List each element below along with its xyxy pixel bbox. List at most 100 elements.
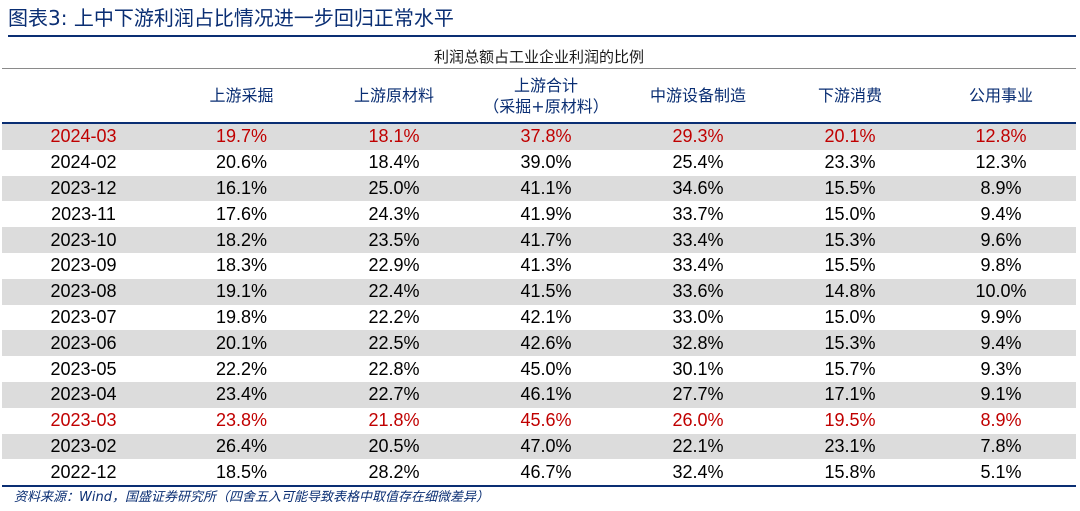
column-header-label: 下游消费: [817, 86, 882, 105]
midstream-equipment-cell: 30.1%: [672, 358, 724, 379]
utilities-cell: 12.8%: [926, 123, 1077, 150]
profit-share-table: 利润总额占工业企业利润的比例 上游采掘 上游原材料 上游合计 （采掘+原材料） …: [2, 44, 1077, 488]
date-cell: 2024-02: [50, 152, 117, 173]
table-row: 2023-07 19.8% 22.2% 42.1% 33.0% 15.0% 9.9%: [2, 305, 1076, 331]
upstream-materials-cell: 28.2%: [318, 459, 470, 488]
upstream-total-cell: 41.5%: [470, 278, 622, 305]
date-cell: 2023-12: [2, 175, 165, 202]
column-header-utilities: 公用事业: [926, 68, 1077, 124]
column-header-upstream-mining: 上游采掘: [165, 68, 318, 124]
table-row: 2023-09 18.3% 22.9% 41.3% 33.4% 15.5% 9.8%: [2, 253, 1076, 279]
utilities-cell: 9.3%: [980, 358, 1022, 379]
table-body: 2024-03 19.7% 18.1% 37.8% 29.3% 20.1% 12.8% 202…: [2, 123, 1077, 488]
utilities-cell: 9.8%: [980, 255, 1022, 276]
date-cell: 2023-11: [51, 203, 116, 224]
upstream-total-cell: 41.1%: [470, 175, 622, 202]
upstream-total-cell: 45.6%: [520, 410, 572, 431]
upstream-materials-cell: 18.1%: [318, 123, 470, 150]
utilities-cell: 9.4%: [926, 330, 1077, 357]
table-row: 2023-12 16.1% 25.0% 41.1% 34.6% 15.5% 8.9%: [2, 175, 1077, 202]
upstream-mining-cell: 20.6%: [215, 152, 268, 173]
downstream-consumer-cell: 23.3%: [824, 152, 876, 173]
upstream-mining-cell: 17.6%: [215, 203, 268, 224]
utilities-cell: 8.9%: [980, 410, 1022, 431]
table-row: 2023-03 23.8% 21.8% 45.6% 26.0% 19.5% 8.9%: [2, 408, 1076, 434]
table-row: 2024-03 19.7% 18.1% 37.8% 29.3% 20.1% 12.8%: [2, 123, 1077, 150]
table-header-row: 上游采掘 上游原材料 上游合计 （采掘+原材料） 中游设备制造 下游消费 公用事…: [2, 68, 1077, 124]
midstream-equipment-cell: 26.0%: [672, 410, 724, 431]
upstream-mining-cell: 16.1%: [165, 175, 318, 202]
upstream-total-cell: 47.0%: [470, 433, 622, 460]
downstream-consumer-cell: 15.0%: [824, 203, 876, 224]
midstream-equipment-cell: 33.7%: [672, 203, 724, 224]
date-cell: 2023-08: [2, 278, 165, 305]
table-row: 2023-08 19.1% 22.4% 41.5% 33.6% 14.8% 10.0%: [2, 278, 1077, 305]
column-header-label: 上游合计: [513, 75, 578, 95]
utilities-cell: 8.9%: [926, 175, 1077, 202]
midstream-equipment-cell: 25.4%: [672, 152, 724, 173]
date-cell: 2023-10: [2, 227, 165, 253]
upstream-mining-cell: 26.4%: [165, 433, 318, 460]
date-cell: 2023-03: [50, 410, 117, 431]
upstream-materials-cell: 22.2%: [368, 306, 420, 327]
upstream-materials-cell: 20.5%: [318, 433, 470, 460]
upstream-materials-cell: 22.5%: [318, 330, 470, 357]
column-header-label: 上游原材料: [353, 86, 434, 105]
downstream-consumer-cell: 15.5%: [774, 175, 926, 202]
date-cell: 2023-05: [50, 358, 117, 379]
downstream-consumer-cell: 15.7%: [824, 358, 876, 379]
date-cell: 2024-03: [2, 123, 165, 150]
downstream-consumer-cell: 20.1%: [774, 123, 926, 150]
upstream-materials-cell: 21.8%: [368, 410, 420, 431]
upstream-total-cell: 46.1%: [470, 381, 622, 408]
midstream-equipment-cell: 29.3%: [622, 123, 774, 150]
source-note: 资料来源：Wind，国盛证券研究所（四舍五入可能导致表格中取值存在细微差异）: [14, 490, 489, 505]
column-header-label: 公用事业: [969, 86, 1034, 105]
utilities-cell: 7.8%: [926, 433, 1077, 460]
date-cell: 2023-07: [50, 306, 117, 327]
downstream-consumer-cell: 23.1%: [774, 433, 926, 460]
date-cell: 2023-02: [2, 433, 165, 460]
column-header-label: 中游设备制造: [649, 86, 746, 105]
midstream-equipment-cell: 34.6%: [622, 175, 774, 202]
upstream-mining-cell: 20.1%: [165, 330, 318, 357]
upstream-total-cell: 41.9%: [520, 203, 572, 224]
utilities-cell: 9.9%: [980, 306, 1022, 327]
column-header-label: 上游采掘: [209, 86, 274, 105]
table-row: 2022-12 18.5% 28.2% 46.7% 32.4% 15.8% 5.1%: [2, 459, 1077, 488]
profit-share-table-container: 利润总额占工业企业利润的比例 上游采掘 上游原材料 上游合计 （采掘+原材料） …: [0, 44, 1080, 488]
date-cell: 2023-06: [2, 330, 165, 357]
utilities-cell: 9.4%: [980, 203, 1022, 224]
utilities-cell: 9.6%: [926, 227, 1077, 253]
downstream-consumer-cell: 15.3%: [774, 330, 926, 357]
midstream-equipment-cell: 32.8%: [622, 330, 774, 357]
date-cell: 2023-09: [50, 255, 117, 276]
upstream-materials-cell: 22.4%: [318, 278, 470, 305]
column-header-upstream-materials: 上游原材料: [318, 68, 470, 124]
column-header-upstream-total: 上游合计 （采掘+原材料）: [470, 68, 622, 124]
downstream-consumer-cell: 19.5%: [824, 410, 876, 431]
midstream-equipment-cell: 33.6%: [622, 278, 774, 305]
upstream-total-cell: 41.3%: [520, 255, 572, 276]
upstream-mining-cell: 22.2%: [215, 358, 268, 379]
upstream-mining-cell: 19.1%: [165, 278, 318, 305]
midstream-equipment-cell: 32.4%: [622, 459, 774, 488]
column-header-sublabel: （采掘+原材料）: [483, 96, 609, 116]
upstream-materials-cell: 23.5%: [318, 227, 470, 253]
upstream-materials-cell: 22.9%: [368, 255, 420, 276]
upstream-materials-cell: 22.7%: [318, 381, 470, 408]
utilities-cell: 9.1%: [926, 381, 1077, 408]
utilities-cell: 12.3%: [975, 152, 1027, 173]
midstream-equipment-cell: 22.1%: [622, 433, 774, 460]
upstream-total-cell: 37.8%: [470, 123, 622, 150]
table-row: 2024-02 20.6% 18.4% 39.0% 25.4% 23.3% 12.3%: [2, 150, 1076, 176]
table-row: 2023-10 18.2% 23.5% 41.7% 33.4% 15.3% 9.6%: [2, 227, 1077, 253]
upstream-mining-cell: 23.8%: [215, 410, 268, 431]
upstream-total-cell: 42.6%: [470, 330, 622, 357]
title-divider: [8, 35, 1076, 37]
column-header-midstream-equipment: 中游设备制造: [622, 68, 774, 124]
upstream-mining-cell: 19.8%: [215, 306, 268, 327]
date-cell: 2023-04: [2, 381, 165, 408]
date-cell: 2022-12: [2, 459, 165, 488]
table-row: 2023-06 20.1% 22.5% 42.6% 32.8% 15.3% 9.4%: [2, 330, 1077, 357]
